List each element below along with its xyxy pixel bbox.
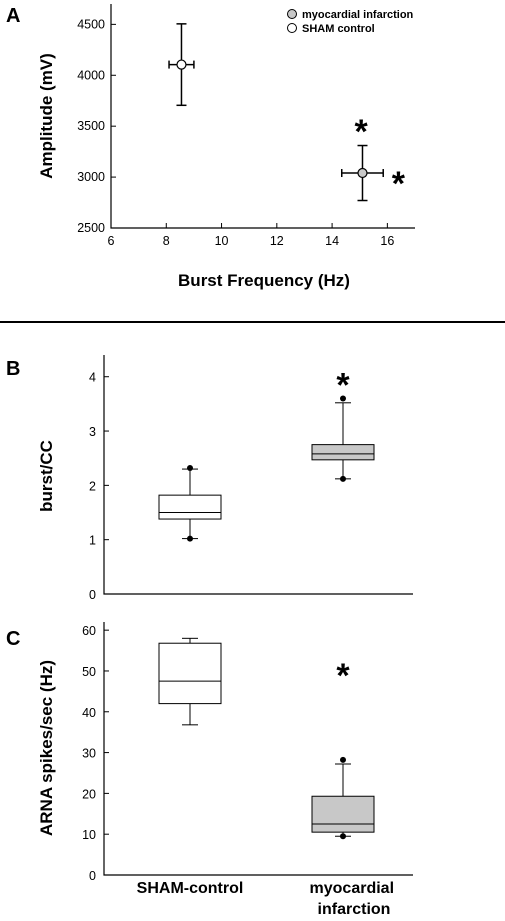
box-iqr <box>158 494 222 520</box>
category-label-mi: myocardial infarction <box>310 880 399 918</box>
panel-c-axes <box>103 622 413 876</box>
box-group <box>158 464 222 542</box>
y-tick-label: 2 <box>89 479 96 493</box>
panel-a-legend: myocardial infarction SHAM control <box>287 9 414 35</box>
significance-star: * <box>354 113 368 151</box>
x-tick-label: 10 <box>215 234 229 248</box>
box-group <box>311 756 375 840</box>
legend-marker-sham <box>287 23 297 33</box>
legend-label-sham: SHAM control <box>302 23 375 35</box>
box-group <box>311 395 375 482</box>
outlier-point <box>340 395 346 402</box>
panel-a-points: ** <box>168 23 406 203</box>
box-group <box>158 637 222 726</box>
panel-label-a: A <box>6 5 20 27</box>
panel-a-x-axis-title: Burst Frequency (Hz) <box>178 271 350 290</box>
y-tick-label: 20 <box>82 787 96 801</box>
panel-label-c: C <box>6 628 20 650</box>
y-tick-label: 4500 <box>77 17 105 31</box>
panel-c-boxes: * <box>158 637 375 840</box>
category-label-sham: SHAM-control <box>137 880 244 897</box>
x-tick-label: 14 <box>325 234 339 248</box>
panel-c-ticks: 0 10 20 30 40 50 60 <box>82 624 109 883</box>
significance-star: * <box>392 165 406 203</box>
legend-marker-mi <box>287 9 297 19</box>
outlier-point <box>187 535 193 542</box>
y-tick-label: 4 <box>89 371 96 385</box>
y-tick-label: 60 <box>82 624 96 638</box>
panel-c-boxplot: 0 10 20 30 40 50 60 ARNA spikes/sec (Hz) * <box>37 622 413 883</box>
data-point-group <box>168 23 195 107</box>
x-tick-label: 8 <box>163 234 170 248</box>
y-tick-label: 1 <box>89 534 96 548</box>
y-tick-label: 3000 <box>77 170 105 184</box>
y-tick-label: 3500 <box>77 119 105 133</box>
outlier-point <box>340 475 346 482</box>
outlier-point <box>187 464 193 471</box>
y-tick-label: 0 <box>89 588 96 602</box>
panel-b-boxes: * <box>158 367 375 542</box>
panel-a-axes <box>110 4 415 229</box>
panel-b-boxplot: 0 1 2 3 4 burst/CC * <box>37 355 413 602</box>
panel-b-y-axis-title: burst/CC <box>37 440 56 512</box>
x-tick-label: 12 <box>270 234 284 248</box>
panel-a-ticks: 6 8 10 12 14 16 2500 3000 3500 4000 4500 <box>77 17 394 248</box>
y-tick-label: 10 <box>82 828 96 842</box>
box-iqr <box>311 795 375 833</box>
y-tick-label: 0 <box>89 869 96 883</box>
data-point <box>357 167 368 179</box>
box-iqr <box>158 642 222 705</box>
data-point-group <box>341 144 384 202</box>
y-tick-label: 30 <box>82 747 96 761</box>
category-label-mi-line2: infarction <box>318 901 391 918</box>
panel-b-axes <box>103 355 413 595</box>
outlier-point <box>340 833 346 840</box>
x-tick-label: 6 <box>108 234 115 248</box>
x-tick-label: 16 <box>380 234 394 248</box>
data-point <box>176 59 187 70</box>
box-iqr <box>311 444 375 461</box>
panel-label-b: B <box>6 358 20 380</box>
significance-star: * <box>336 367 350 405</box>
panel-a-y-axis-title: Amplitude (mV) <box>37 53 56 179</box>
y-tick-label: 50 <box>82 665 96 679</box>
y-tick-label: 2500 <box>77 221 105 235</box>
panel-c-y-axis-title: ARNA spikes/sec (Hz) <box>37 660 56 836</box>
outlier-point <box>340 756 346 763</box>
y-tick-label: 40 <box>82 706 96 720</box>
y-tick-label: 4000 <box>77 68 105 82</box>
y-tick-label: 3 <box>89 425 96 439</box>
panel-b-ticks: 0 1 2 3 4 <box>89 371 109 602</box>
legend-label-mi: myocardial infarction <box>302 9 414 21</box>
significance-star: * <box>336 657 350 695</box>
panel-a-scatter: 6 8 10 12 14 16 2500 3000 3500 4000 4500 Amplitude… <box>37 4 415 290</box>
category-label-mi-line1: myocardial <box>310 880 394 897</box>
